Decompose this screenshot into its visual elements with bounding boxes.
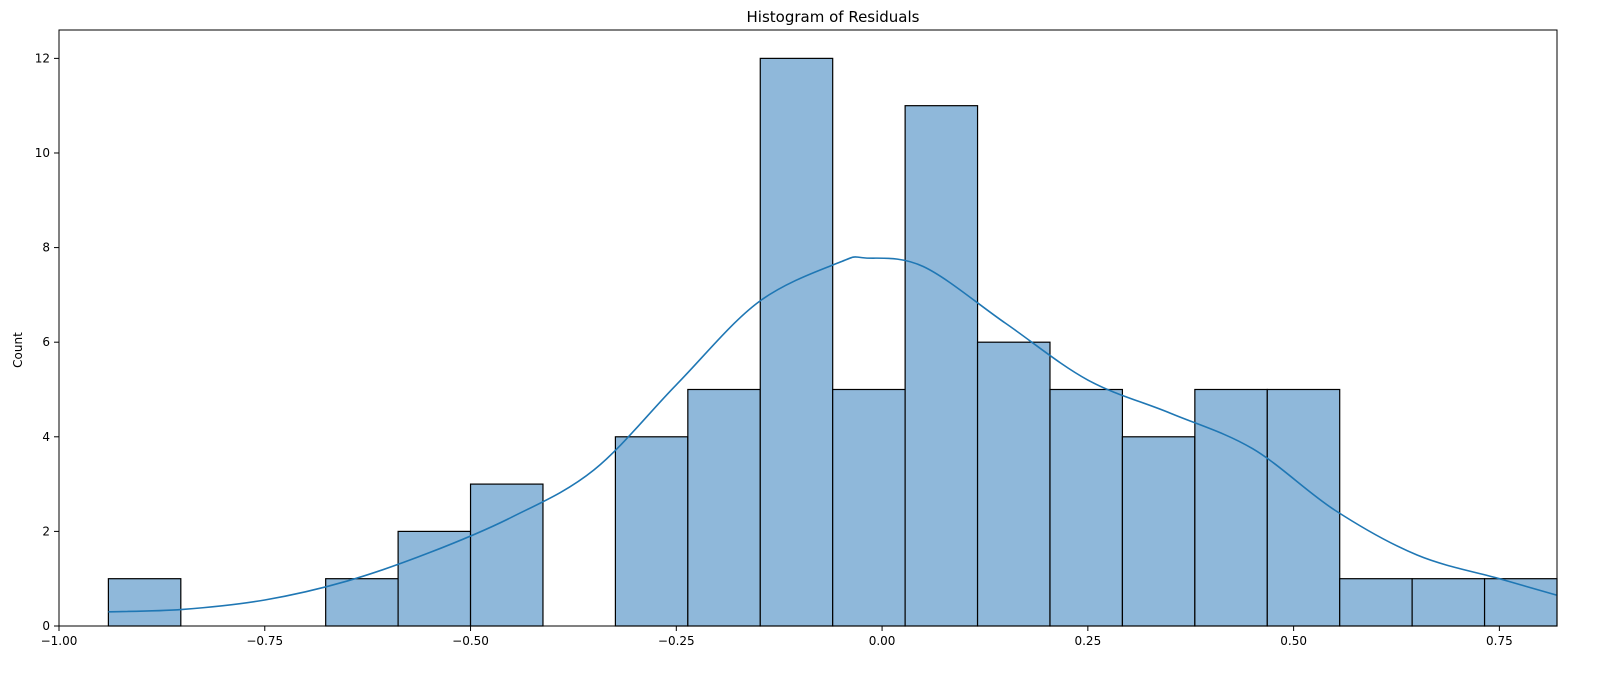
histogram-bar (614, 436, 689, 627)
y-tick-label: 2 (42, 524, 50, 538)
y-tick-label: 8 (42, 241, 50, 255)
x-tick-label: −0.25 (658, 634, 695, 648)
y-axis-label: Count (11, 332, 25, 368)
histogram-bar (325, 578, 399, 627)
bars-layer (107, 57, 1558, 627)
histogram-bar (976, 341, 1051, 627)
chart-title: Histogram of Residuals (747, 8, 920, 26)
y-tick-label: 12 (35, 51, 50, 65)
x-tick-label: −0.50 (452, 634, 489, 648)
histogram-bar (1266, 388, 1341, 627)
histogram-bar (1339, 578, 1413, 627)
histogram-bar (759, 57, 834, 627)
histogram-bar (1194, 388, 1268, 627)
histogram-bar (1049, 388, 1124, 627)
kde-line (108, 256, 1558, 613)
x-tick-label: 0.00 (869, 634, 896, 648)
y-tick-label: 4 (42, 430, 50, 444)
x-tick-label: −0.75 (246, 634, 283, 648)
histogram-bar (107, 578, 182, 627)
kde-layer (108, 256, 1558, 613)
x-tick-label: −1.00 (41, 634, 78, 648)
histogram-bar (469, 483, 544, 627)
axes-layer: −1.00 −0.75 −0.50 −0.25 0.00 0.25 0.50 0.75 0 2 4 6… (35, 29, 1558, 648)
y-tick-label: 6 (42, 335, 50, 349)
x-tick-label: 0.50 (1280, 634, 1307, 648)
y-tick-label: 0 (42, 619, 50, 633)
histogram-bar (832, 388, 906, 627)
y-tick-label: 10 (35, 146, 50, 160)
histogram-bar (904, 105, 979, 627)
x-tick-label: 0.75 (1486, 634, 1513, 648)
histogram-bar (687, 388, 761, 627)
plot-frame (58, 29, 1558, 627)
x-tick-label: 0.25 (1074, 634, 1101, 648)
histogram-bar (1411, 578, 1486, 627)
histogram-bar (1483, 578, 1558, 627)
histogram-bar (1121, 436, 1196, 627)
histogram-bar (397, 530, 472, 627)
